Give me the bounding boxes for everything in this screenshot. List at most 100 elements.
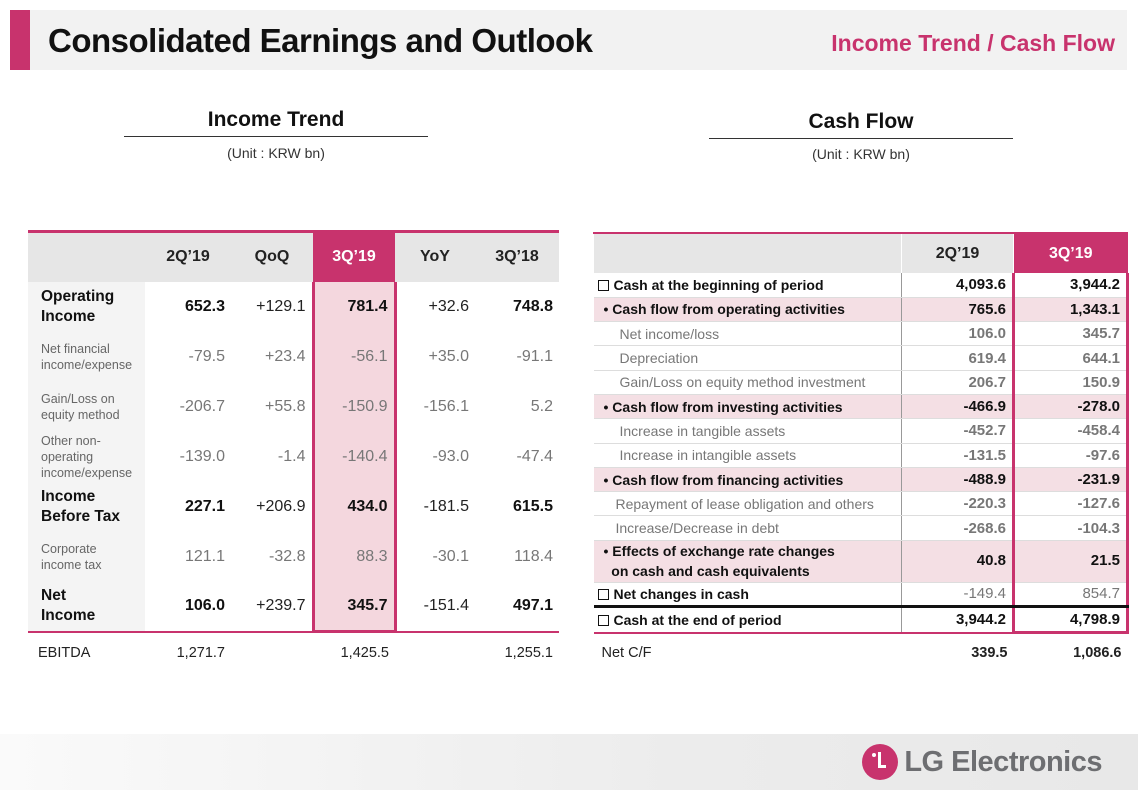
- cash-flow-title: Cash Flow: [709, 110, 1013, 139]
- table-cell: +35.0: [428, 347, 469, 365]
- table-row: • Cash flow from financing activities -48…: [593, 467, 1129, 493]
- table-cell: 3,944.2: [901, 606, 1014, 634]
- table-cell: 227.1: [184, 497, 225, 515]
- row-label: Income Before Tax: [28, 481, 145, 532]
- table-cell: -466.9: [901, 394, 1014, 420]
- footer-band: [0, 734, 1138, 790]
- table-row: • Cash flow from investing activities -46…: [593, 394, 1129, 420]
- cash-flow-table: 2Q’19 3Q’19 Cash at the beginning of peri…: [593, 232, 1129, 673]
- row-label: Cash at the end of period: [593, 606, 902, 634]
- table-cell: 497.1: [475, 581, 559, 633]
- row-label: Depreciation: [593, 345, 902, 371]
- table-cell: 1,343.1: [1012, 297, 1129, 323]
- header-banner: Consolidated Earnings and Outlook Income…: [10, 10, 1127, 70]
- row-label: • Cash flow from financing activities: [593, 467, 902, 493]
- cash-flow-unit: (Unit : KRW bn): [812, 146, 910, 162]
- table-cell: +55.8: [265, 397, 306, 415]
- table-cell: -206.7: [179, 397, 225, 415]
- row-label: Corporate income tax: [28, 531, 145, 582]
- table-row: Gain/Loss on equity method -206.7 +55.8 -150…: [28, 381, 559, 432]
- page-title: Consolidated Earnings and Outlook: [48, 22, 593, 59]
- table-cell: -93.0: [432, 447, 469, 465]
- table-cell: 434.0: [311, 481, 397, 532]
- column-header: 2Q’19: [901, 232, 1014, 273]
- row-label-text: • Cash flow from operating activities: [603, 301, 845, 318]
- table-cell: 121.1: [184, 547, 225, 565]
- ebitda-label: EBITDA: [38, 645, 91, 661]
- column-header: QoQ: [231, 230, 313, 282]
- ebitda-value: [395, 632, 475, 674]
- table-row: Cash at the end of period 3,944.2 4,798.9: [593, 606, 1129, 635]
- checkbox-square-icon: [597, 588, 609, 600]
- income-unit: (Unit : KRW bn): [227, 145, 325, 161]
- net-cf-value: 1,086.6: [1073, 645, 1122, 662]
- row-label: Net income/loss: [593, 321, 902, 347]
- table-cell: 4,798.9: [1012, 606, 1129, 635]
- row-label-text: • Effects of exchange rate changes on ca…: [603, 543, 835, 580]
- table-cell: 781.4: [311, 281, 397, 332]
- row-label: Gain/Loss on equity method: [28, 381, 145, 432]
- row-label-text: Gain/Loss on equity method investment: [619, 374, 866, 391]
- table-cell: -91.1: [516, 347, 553, 365]
- column-header: [28, 230, 145, 282]
- ebitda-value: 1,255.1: [504, 645, 553, 661]
- row-label: • Cash flow from investing activities: [593, 394, 902, 420]
- row-label: Net Income: [28, 581, 145, 633]
- row-label-text: • Cash flow from investing activities: [603, 398, 843, 415]
- table-cell: -220.3: [901, 491, 1014, 517]
- table-cell: 644.1: [1012, 345, 1129, 371]
- column-header: 3Q’18: [475, 230, 559, 282]
- row-label-text: Depreciation: [619, 350, 699, 367]
- table-cell: -79.5: [188, 347, 225, 365]
- ebitda-value: [231, 632, 313, 674]
- table-row: Net Income 106.0 +239.7 345.7 -151.4 497.1: [28, 581, 559, 633]
- row-label: Other non-operating income/expense: [28, 431, 145, 482]
- table-cell: -104.3: [1012, 515, 1129, 541]
- column-header: 3Q’19: [1013, 232, 1128, 273]
- row-label-text: Cash at the end of period: [613, 611, 782, 628]
- table-cell: 106.0: [901, 321, 1014, 347]
- table-row: • Cash flow from operating activities 765…: [593, 297, 1129, 323]
- table-cell: -30.1: [432, 547, 469, 565]
- row-label-text: Net changes in cash: [613, 585, 749, 602]
- table-cell: 150.9: [1012, 370, 1129, 395]
- column-header: YoY: [395, 230, 475, 282]
- table-row: Income Before Tax 227.1 +206.9 434.0 -181.5 61…: [28, 481, 559, 532]
- table-row: Operating Income 652.3 +129.1 781.4 +32.6 748.…: [28, 281, 559, 332]
- table-cell: -278.0: [1012, 394, 1129, 420]
- row-label-text: Increase/Decrease in debt: [615, 520, 779, 537]
- table-cell: 21.5: [1012, 540, 1129, 583]
- column-header: [593, 232, 902, 273]
- row-label: Gain/Loss on equity method investment: [593, 370, 902, 395]
- table-cell: -268.6: [901, 515, 1014, 541]
- table-cell: 88.3: [311, 531, 397, 582]
- table-cell: -149.4: [901, 582, 1014, 609]
- table-row: Net income/loss 106.0 345.7: [593, 321, 1129, 347]
- table-cell: -97.6: [1012, 443, 1129, 468]
- table-cell: -231.9: [1012, 467, 1129, 493]
- row-label: • Effects of exchange rate changes on ca…: [593, 540, 902, 583]
- table-cell: 615.5: [512, 497, 553, 515]
- row-label-text: Repayment of lease obligation and others: [615, 495, 874, 512]
- table-cell: -1.4: [277, 447, 306, 465]
- table-cell: 619.4: [901, 345, 1014, 371]
- table-cell: 118.4: [514, 547, 553, 565]
- table-row: Repayment of lease obligation and others…: [593, 491, 1129, 517]
- table-cell: +129.1: [256, 297, 306, 315]
- table-cell: 5.2: [530, 397, 553, 415]
- net-cf-value: 339.5: [971, 645, 1008, 662]
- table-cell: -452.7: [901, 418, 1014, 444]
- table-row: Depreciation 619.4 644.1: [593, 345, 1129, 371]
- row-label-text: Increase in tangible assets: [619, 422, 786, 439]
- page-subtitle: Income Trend / Cash Flow: [831, 30, 1115, 56]
- net-cf-label: Net C/F: [601, 645, 652, 662]
- table-cell: 206.7: [901, 370, 1014, 395]
- accent-bar: [10, 10, 30, 70]
- table-cell: -140.4: [311, 431, 397, 482]
- table-row: Net financial income/expense -79.5 +23.4 -56…: [28, 331, 559, 382]
- table-cell: -150.9: [311, 381, 397, 432]
- table-cell: -156.1: [423, 397, 469, 415]
- row-label: Repayment of lease obligation and others: [593, 491, 902, 517]
- table-cell: -151.4: [395, 581, 475, 633]
- table-cell: -458.4: [1012, 418, 1129, 444]
